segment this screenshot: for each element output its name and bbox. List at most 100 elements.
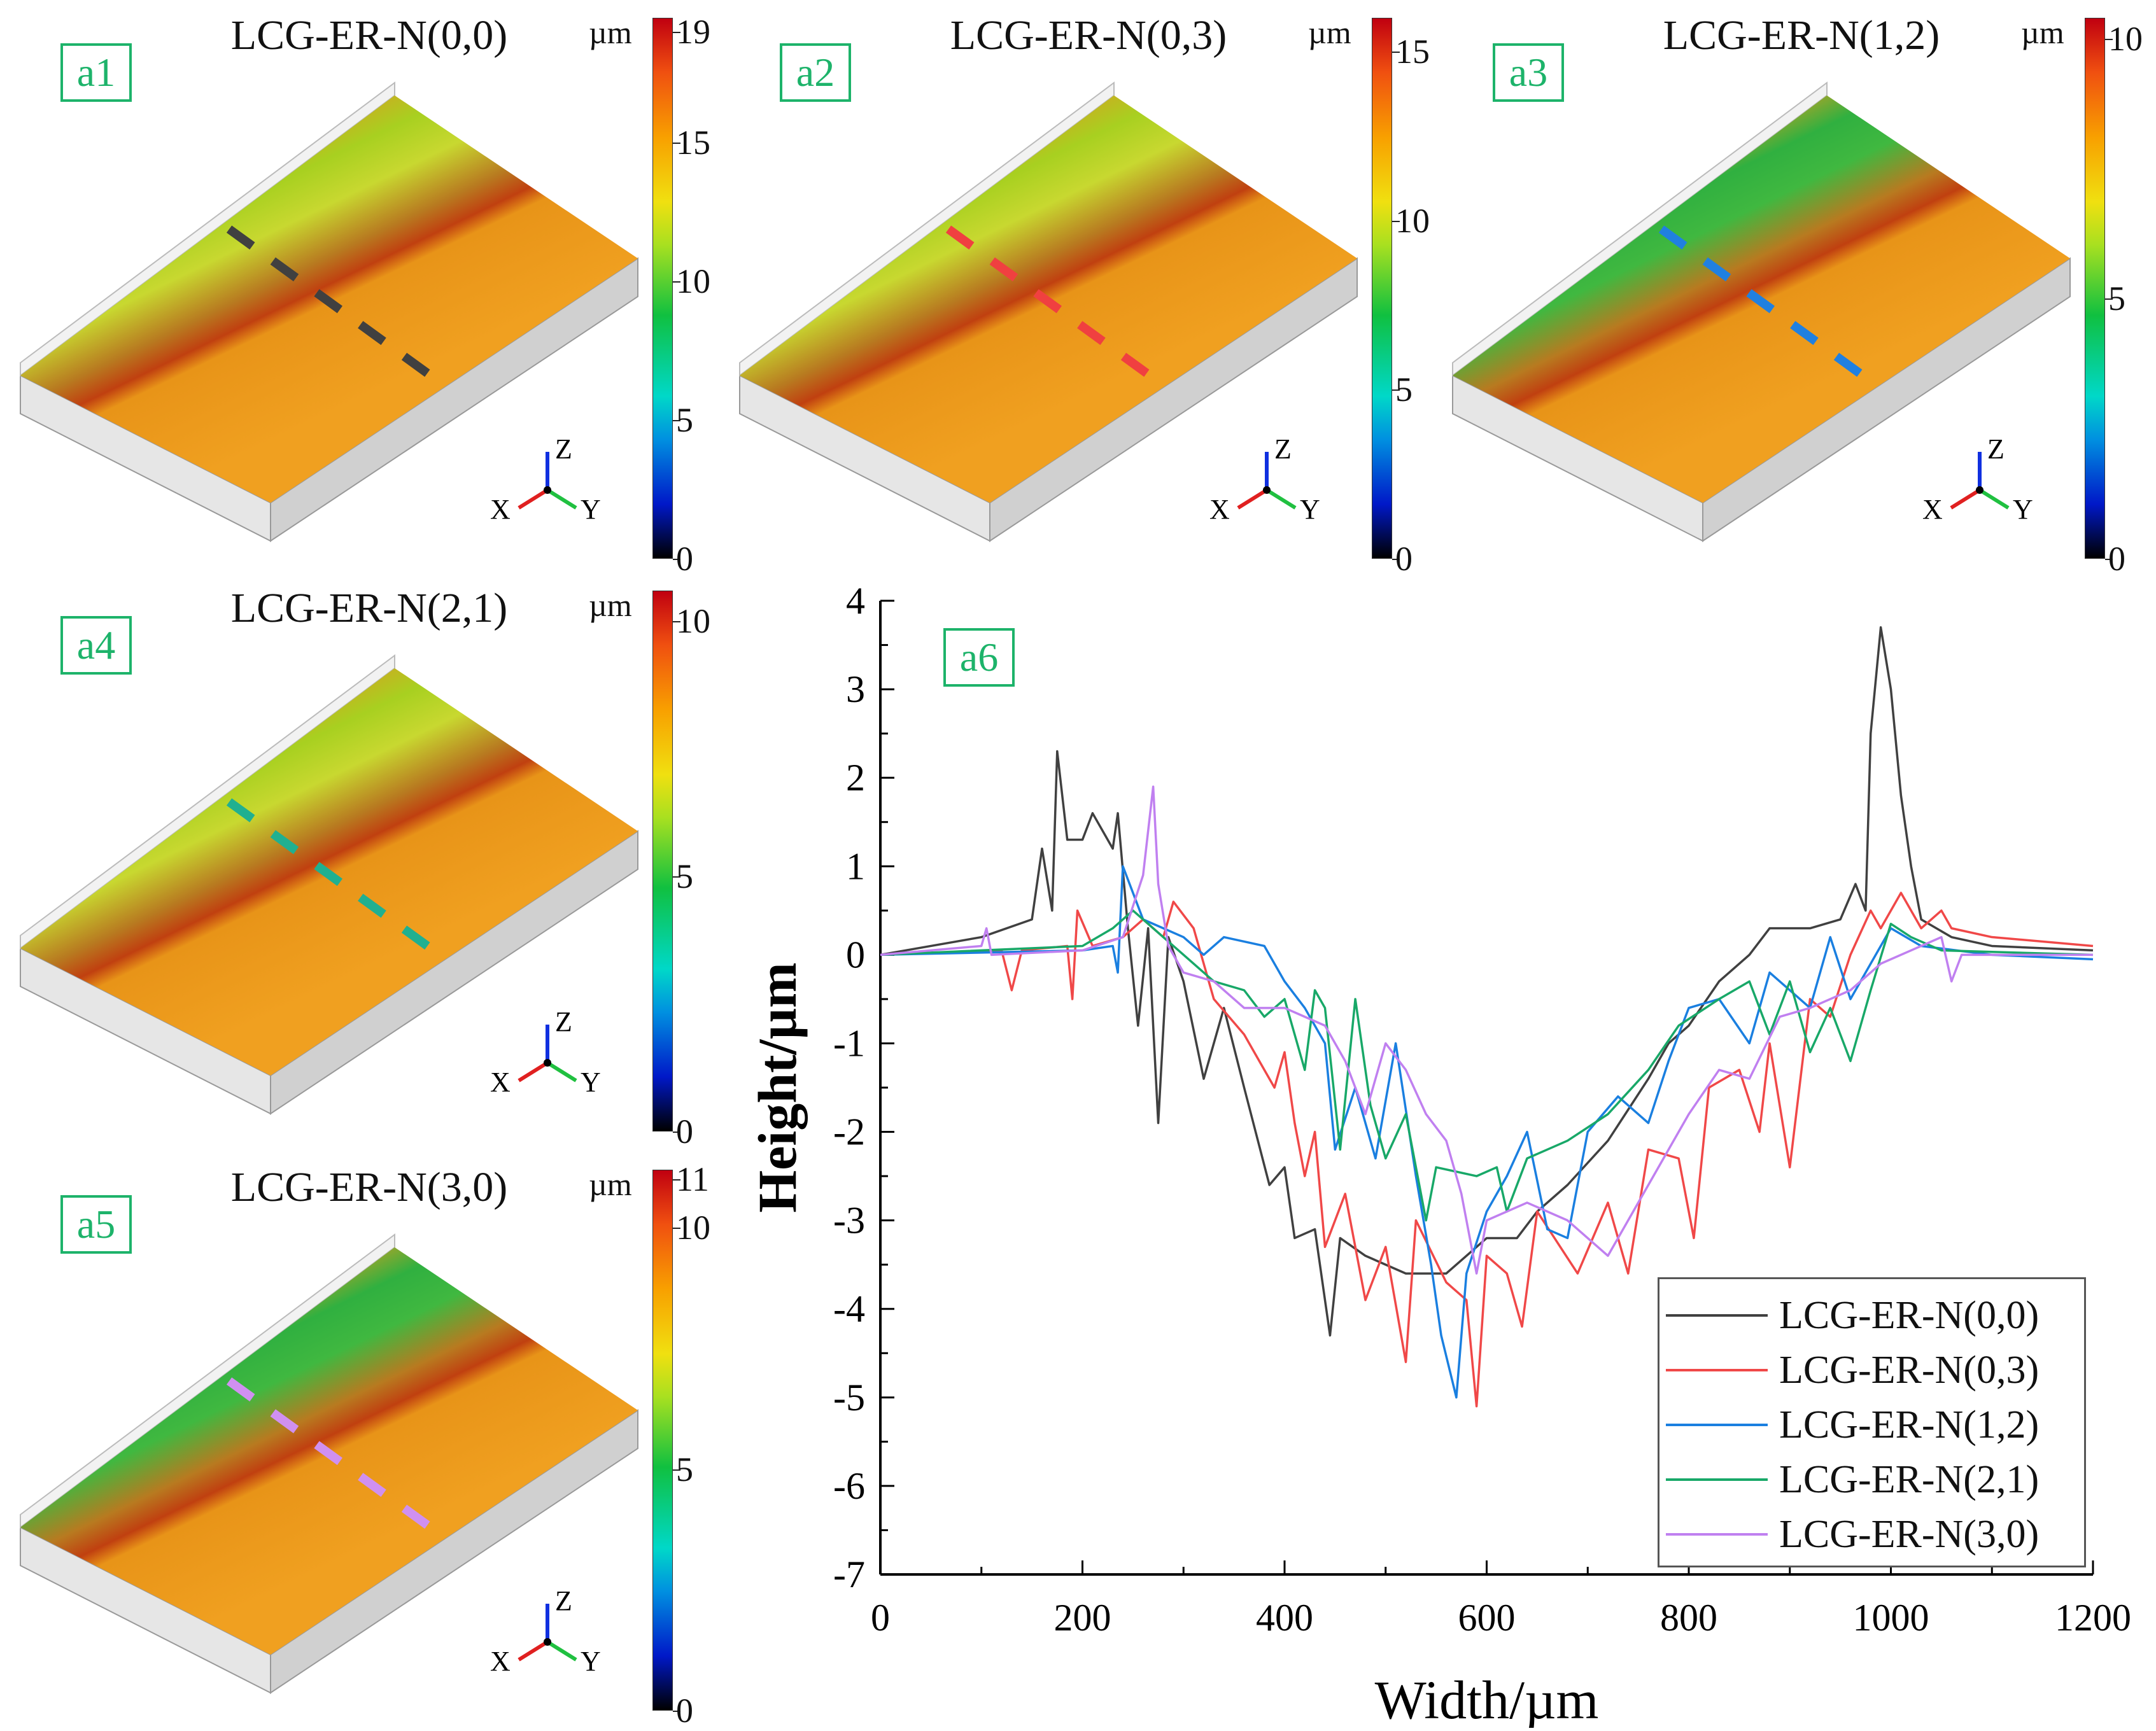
panel-title: LCG-ER-N(2,1) bbox=[230, 585, 508, 631]
y-tick-label: -4 bbox=[833, 1288, 865, 1330]
legend-swatch bbox=[1666, 1533, 1768, 1536]
legend-item: LCG-ER-N(0,0) bbox=[1666, 1288, 2078, 1343]
surface-panel-a2: a2 LCG-ER-N(0,3) µm 0 5 10 15 Z X Y bbox=[719, 0, 1439, 578]
x-tick-label: 400 bbox=[1256, 1597, 1313, 1639]
series-line-4 bbox=[880, 785, 2093, 1275]
colorbar-tick bbox=[2105, 298, 2113, 300]
legend-label: LCG-ER-N(0,3) bbox=[1779, 1348, 2040, 1392]
colorbar-tick bbox=[1392, 389, 1400, 391]
panel-label-a6: a6 bbox=[943, 628, 1015, 687]
colorbar-tick bbox=[673, 31, 680, 33]
surface-panel-a5: a5 LCG-ER-N(3,0) µm 0 5 10 11 Z X Y bbox=[0, 1152, 719, 1730]
colorbar-tick-label: 10 bbox=[676, 602, 710, 641]
colorbar-tick-label: 0 bbox=[2108, 540, 2125, 578]
axis-label-y: Y bbox=[581, 1067, 601, 1098]
y-tick-label: 4 bbox=[846, 580, 865, 622]
x-tick-label: 0 bbox=[871, 1597, 890, 1639]
xyz-axes-icon: Z X Y bbox=[1209, 439, 1320, 525]
axis-label-z: Z bbox=[1274, 439, 1292, 465]
surface-side-front bbox=[270, 830, 638, 1115]
surface-3d-plot bbox=[20, 1233, 638, 1694]
axis-label-y: Y bbox=[1300, 494, 1320, 525]
colorbar-tick-label: 10 bbox=[1395, 201, 1430, 240]
x-axis-title: Width/µm bbox=[1375, 1669, 1599, 1728]
colorbar-tick-label: 15 bbox=[1395, 32, 1430, 71]
surface-3d-plot bbox=[20, 81, 638, 542]
legend-label: LCG-ER-N(0,0) bbox=[1779, 1293, 2040, 1337]
y-tick-label: -2 bbox=[833, 1111, 865, 1153]
legend-swatch bbox=[1666, 1424, 1768, 1426]
xyz-axes-icon: Z X Y bbox=[1922, 439, 2033, 525]
y-tick-label: 0 bbox=[846, 934, 865, 976]
colorbar-tick-label: 0 bbox=[1395, 540, 1413, 578]
axis-label-x: X bbox=[490, 1067, 511, 1098]
colorbar-tick bbox=[673, 1228, 680, 1230]
profile-section-line bbox=[1658, 225, 1875, 386]
panel-label: a5 bbox=[60, 1195, 132, 1254]
panel-title: LCG-ER-N(1,2) bbox=[1663, 12, 1940, 59]
colorbar-tick-label: 5 bbox=[2108, 279, 2125, 318]
colorbar-tick bbox=[2105, 38, 2113, 40]
colorbar-unit: µm bbox=[1308, 15, 1351, 50]
series-line-3 bbox=[880, 909, 2094, 1222]
surface-3d-plot bbox=[20, 654, 638, 1115]
colorbar-unit: µm bbox=[589, 15, 632, 50]
surface-side-front bbox=[989, 257, 1358, 542]
colorbar-tick bbox=[673, 1179, 680, 1181]
axis-label-x: X bbox=[1209, 494, 1230, 525]
axis-label-x: X bbox=[490, 1646, 511, 1677]
profile-section-line bbox=[226, 225, 442, 386]
colorbar-tick-label: 0 bbox=[676, 540, 693, 578]
panel-label: a1 bbox=[60, 43, 132, 102]
colorbar-tick bbox=[673, 143, 680, 144]
panel-label: a2 bbox=[780, 43, 851, 102]
legend-item: LCG-ER-N(3,0) bbox=[1666, 1507, 2078, 1562]
surface-side-front bbox=[270, 257, 638, 542]
colorbar-unit: µm bbox=[589, 587, 632, 623]
y-axis-title: Height/µm bbox=[747, 962, 808, 1213]
colorbar-tick bbox=[1392, 559, 1400, 560]
colorbar-tick-label: 5 bbox=[1395, 370, 1413, 409]
colorbar-tick bbox=[1392, 220, 1400, 222]
legend-item: LCG-ER-N(2,1) bbox=[1666, 1452, 2078, 1507]
colorbar bbox=[652, 591, 673, 1132]
y-tick-label: 3 bbox=[846, 668, 865, 710]
y-tick-label: 2 bbox=[846, 757, 865, 799]
colorbar-tick-label: 0 bbox=[676, 1112, 693, 1151]
axis-label-z: Z bbox=[555, 1012, 572, 1037]
profile-section-line bbox=[945, 225, 1162, 386]
colorbar-tick bbox=[673, 420, 680, 422]
surface-panel-a4: a4 LCG-ER-N(2,1) µm 0 5 10 Z X Y bbox=[0, 573, 719, 1151]
x-tick-label: 1000 bbox=[1853, 1597, 1929, 1639]
legend-swatch bbox=[1666, 1478, 1768, 1481]
colorbar-tick-label: 11 bbox=[676, 1160, 709, 1199]
colorbar-tick bbox=[673, 876, 680, 878]
chart-canvas: -7 -6 -5 -4 -3 -2 -1 0 1 2 3 4 0 200 400 600 800 1000 1200… bbox=[747, 580, 2131, 1730]
axis-label-z: Z bbox=[555, 1591, 572, 1616]
x-tick-label: 600 bbox=[1458, 1597, 1516, 1639]
x-tick-label: 1200 bbox=[2055, 1597, 2131, 1639]
colorbar-tick bbox=[673, 281, 680, 283]
colorbar-tick-label: 10 bbox=[676, 262, 710, 301]
colorbar bbox=[2085, 18, 2105, 559]
panel-label: a4 bbox=[60, 616, 132, 675]
axis-label-y: Y bbox=[581, 1646, 601, 1677]
colorbar-tick bbox=[673, 1132, 680, 1133]
panel-title: LCG-ER-N(3,0) bbox=[230, 1164, 508, 1210]
xyz-axes-icon: Z X Y bbox=[490, 1012, 601, 1098]
axis-label-x: X bbox=[490, 494, 511, 525]
colorbar-unit: µm bbox=[2021, 15, 2064, 50]
colorbar-unit: µm bbox=[589, 1167, 632, 1202]
colorbar-tick-label: 5 bbox=[676, 1450, 693, 1489]
surface-panel-a1: a1 LCG-ER-N(0,0) µm 0 5 10 15 19 Z X Y bbox=[0, 0, 719, 578]
legend-swatch bbox=[1666, 1314, 1768, 1317]
panel-title: LCG-ER-N(0,3) bbox=[950, 12, 1227, 59]
chart-legend: LCG-ER-N(0,0) LCG-ER-N(0,3) LCG-ER-N(1,2) L… bbox=[1658, 1277, 2086, 1567]
colorbar-tick bbox=[673, 621, 680, 623]
y-tick-label: -6 bbox=[833, 1465, 865, 1507]
colorbar-tick bbox=[1392, 52, 1400, 53]
xyz-axes-icon: Z X Y bbox=[490, 1591, 601, 1677]
height-profile-chart: -7 -6 -5 -4 -3 -2 -1 0 1 2 3 4 0 200 400 600 800 1000 1200… bbox=[732, 573, 2156, 1730]
y-tick-label: -3 bbox=[833, 1200, 865, 1242]
colorbar-tick bbox=[673, 559, 680, 560]
